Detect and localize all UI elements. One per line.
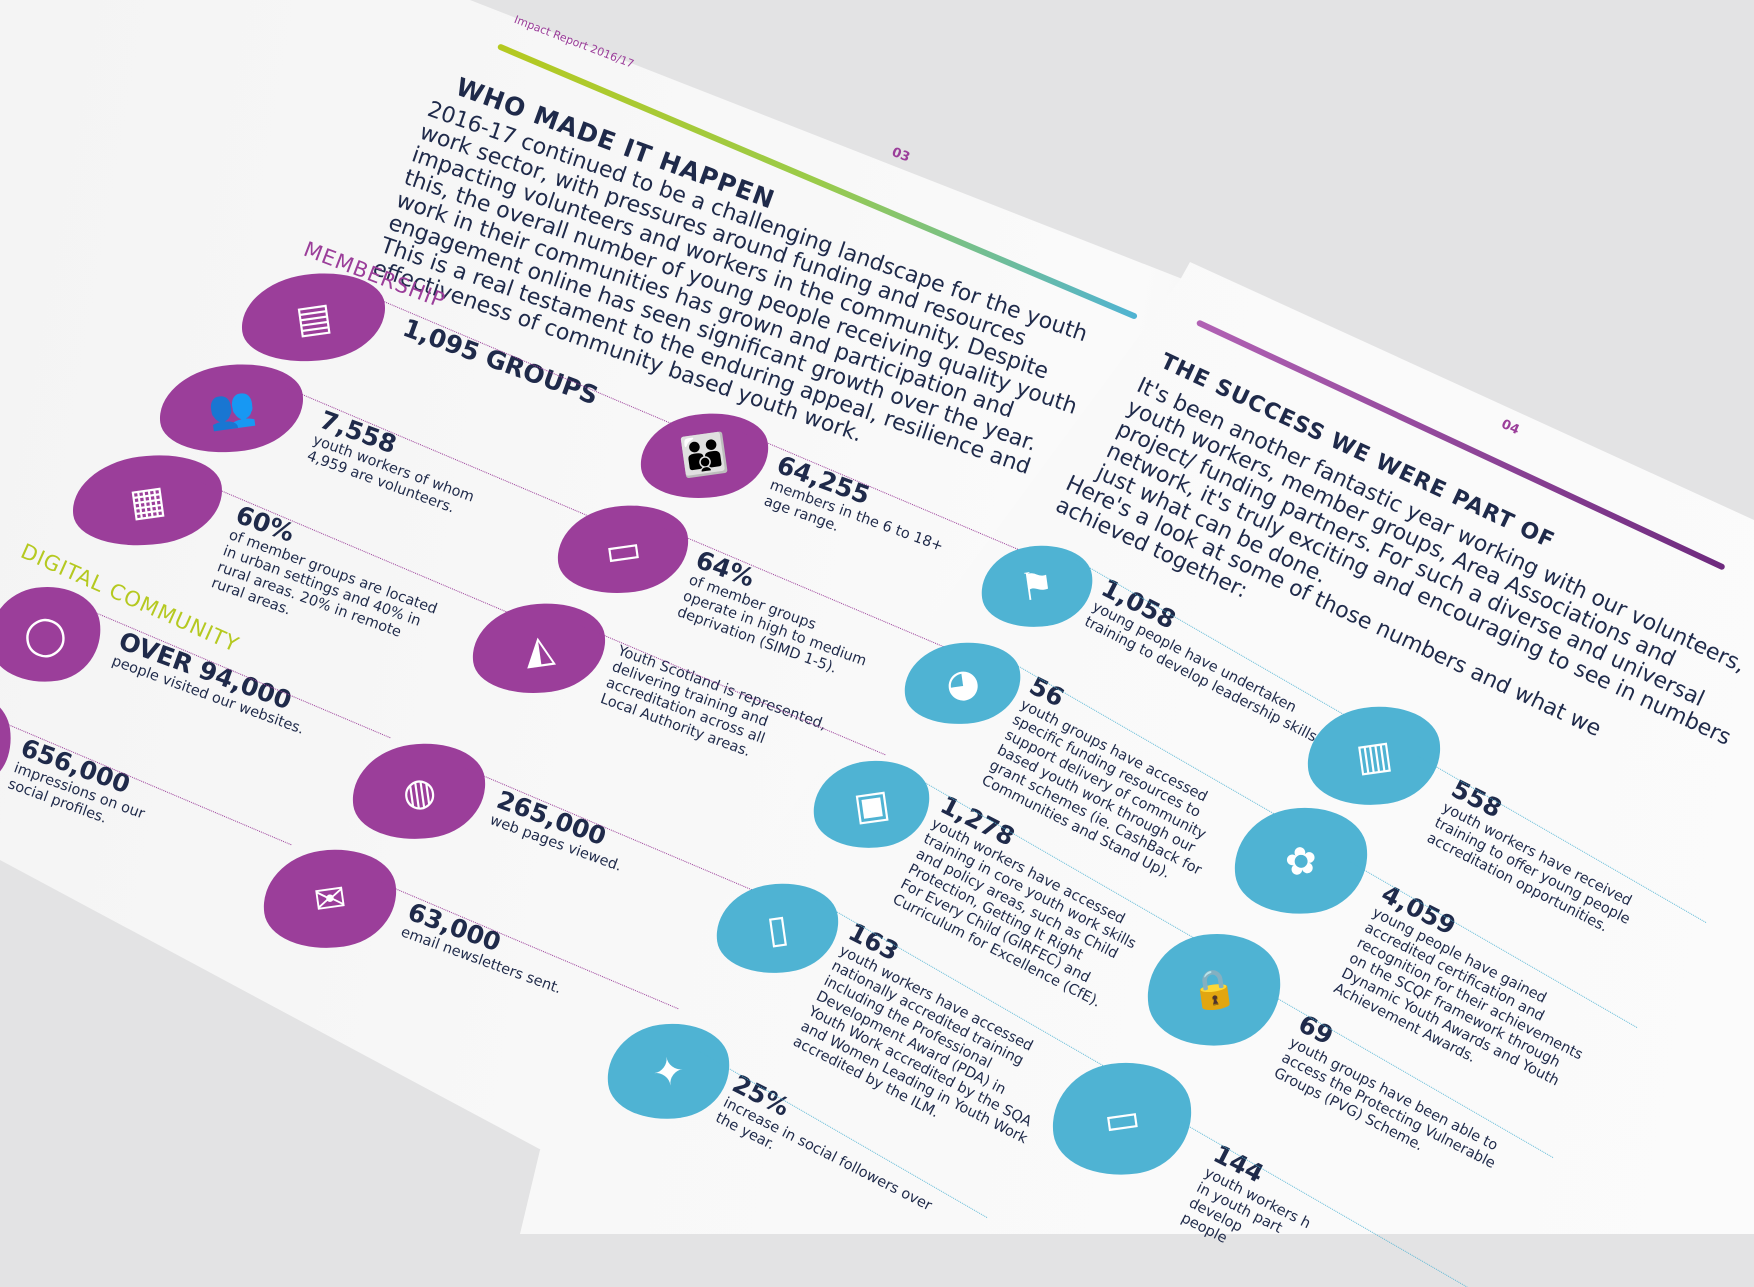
page-number: 03 (889, 145, 912, 166)
